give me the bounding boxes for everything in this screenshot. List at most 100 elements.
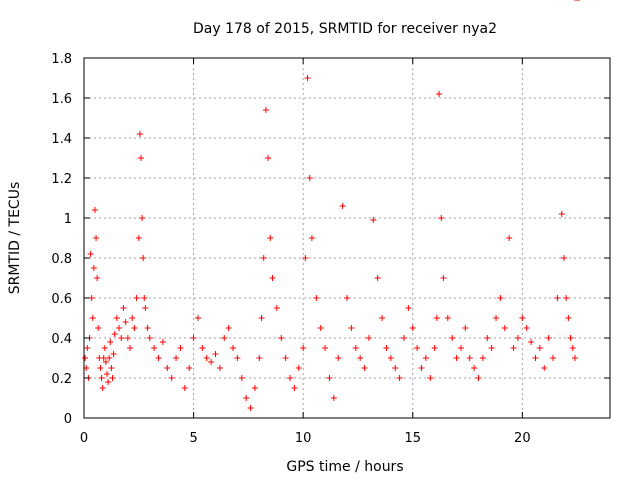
data-point xyxy=(565,315,572,321)
data-point xyxy=(95,325,102,331)
data-point xyxy=(124,335,131,341)
data-point xyxy=(357,355,364,361)
data-point xyxy=(322,345,329,351)
data-point xyxy=(238,375,245,381)
data-point xyxy=(216,365,223,371)
data-point xyxy=(139,215,146,221)
data-point xyxy=(326,375,333,381)
data-point xyxy=(99,385,106,391)
data-point xyxy=(142,305,149,311)
data-point xyxy=(87,251,94,257)
data-point xyxy=(370,217,377,223)
data-point xyxy=(497,295,504,301)
data-point xyxy=(383,345,390,351)
y-tick-label: 1.8 xyxy=(51,52,72,67)
data-point xyxy=(262,107,269,113)
data-point xyxy=(554,295,561,301)
data-point xyxy=(90,265,97,271)
x-tick-label: 15 xyxy=(404,431,421,446)
data-point xyxy=(159,339,166,345)
data-point xyxy=(304,75,311,81)
x-axis-title: GPS time / hours xyxy=(286,459,403,475)
data-point xyxy=(100,355,107,361)
data-point xyxy=(300,345,307,351)
data-point xyxy=(348,325,355,331)
data-point xyxy=(282,355,289,361)
data-point xyxy=(265,155,272,161)
data-point xyxy=(558,211,565,217)
data-point xyxy=(168,375,175,381)
data-point xyxy=(449,335,456,341)
data-point xyxy=(308,235,315,241)
data-point xyxy=(365,335,372,341)
chart-title: Day 178 of 2015, SRMTID for receiver nya… xyxy=(193,21,497,37)
data-point xyxy=(484,335,491,341)
data-point xyxy=(194,315,201,321)
data-point xyxy=(91,207,98,213)
y-tick-label: 1.6 xyxy=(51,92,72,107)
data-point xyxy=(208,359,215,365)
data-point xyxy=(569,345,576,351)
x-tick-labels: 0 5 10 15 20 xyxy=(80,431,531,446)
data-point xyxy=(506,235,513,241)
data-point xyxy=(436,91,443,97)
data-point xyxy=(108,365,115,371)
data-point xyxy=(457,345,464,351)
data-point xyxy=(144,325,151,331)
data-point xyxy=(374,275,381,281)
y-axis-title: SRMTID / TECUs xyxy=(7,182,23,295)
data-point xyxy=(116,325,123,331)
data-point xyxy=(113,315,120,321)
data-point xyxy=(267,235,274,241)
data-point xyxy=(438,215,445,221)
data-point xyxy=(260,255,267,261)
data-point xyxy=(186,365,193,371)
data-point xyxy=(98,375,105,381)
x-tick-label: 0 xyxy=(80,431,88,446)
data-point xyxy=(302,255,309,261)
data-point xyxy=(104,371,111,377)
data-point xyxy=(563,295,570,301)
data-point xyxy=(532,355,539,361)
data-point xyxy=(479,355,486,361)
data-point xyxy=(256,355,263,361)
y-tick-label: 1.2 xyxy=(51,172,72,187)
data-point xyxy=(379,315,386,321)
data-point xyxy=(571,355,578,361)
data-point xyxy=(101,345,108,351)
data-point xyxy=(127,345,134,351)
data-point xyxy=(414,345,421,351)
data-point xyxy=(251,385,258,391)
data-point xyxy=(400,335,407,341)
data-point xyxy=(107,339,114,345)
data-point xyxy=(387,355,394,361)
data-point xyxy=(560,255,567,261)
data-point xyxy=(106,355,113,361)
data-point xyxy=(422,355,429,361)
data-point xyxy=(440,275,447,281)
data-point xyxy=(221,335,228,341)
data-point xyxy=(93,235,100,241)
data-point xyxy=(155,355,162,361)
data-point xyxy=(173,355,180,361)
data-point xyxy=(199,345,206,351)
data-point xyxy=(258,315,265,321)
data-point xyxy=(519,315,526,321)
data-point xyxy=(418,365,425,371)
data-point xyxy=(453,355,460,361)
data-point xyxy=(164,365,171,371)
data-point xyxy=(94,275,101,281)
data-point xyxy=(273,305,280,311)
data-point xyxy=(105,379,112,385)
data-point xyxy=(545,335,552,341)
x-tick-label: 10 xyxy=(295,431,312,446)
data-point xyxy=(131,325,138,331)
data-point xyxy=(89,315,96,321)
data-point xyxy=(118,335,125,341)
data-point xyxy=(361,365,368,371)
y-tick-label: 0.4 xyxy=(51,332,72,347)
data-points xyxy=(82,0,581,411)
data-point xyxy=(203,355,210,361)
data-point xyxy=(110,351,117,357)
